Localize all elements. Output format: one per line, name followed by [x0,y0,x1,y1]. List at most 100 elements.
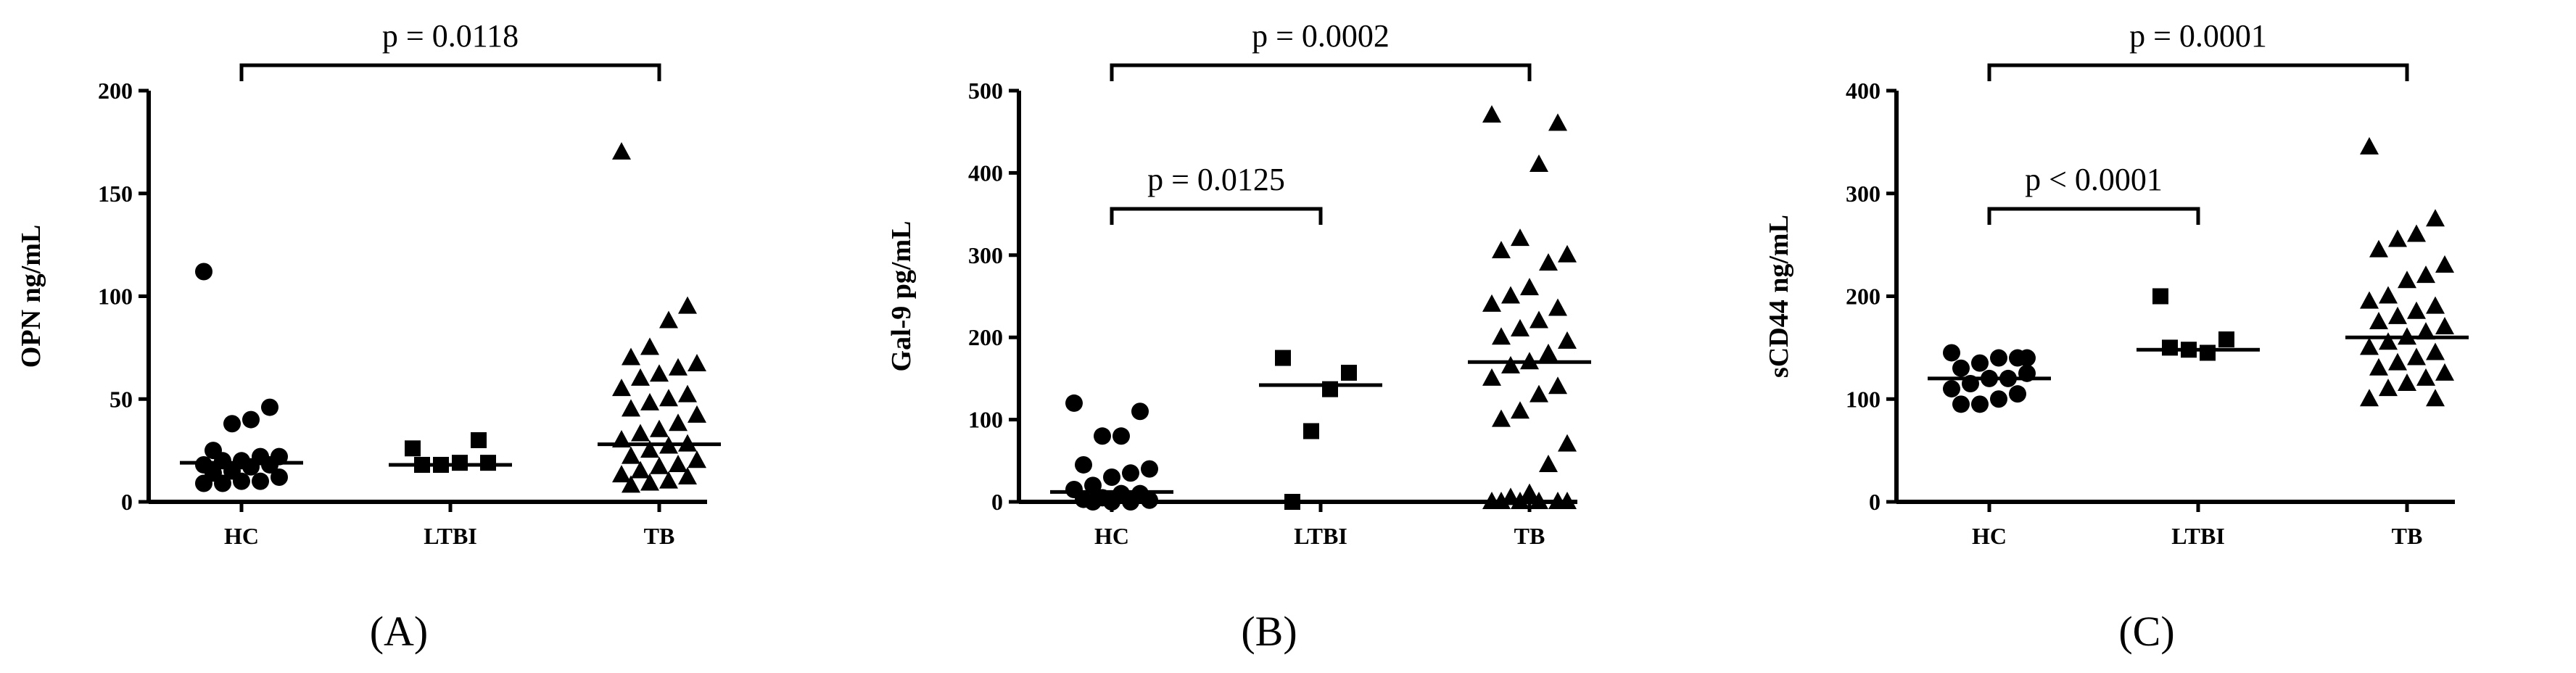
point [1520,278,1539,296]
point [2435,255,2454,273]
point [1990,349,2007,367]
point [1548,113,1567,131]
point [622,399,640,417]
point [1539,343,1558,361]
point [640,473,659,491]
point [2388,306,2407,324]
point [1971,354,1989,372]
y-tick-label: 100 [1846,386,1881,412]
point [1558,331,1577,349]
point [2407,301,2426,319]
point [1084,493,1102,511]
x-tick-label: TB [644,523,675,549]
point [622,446,640,464]
point [2388,352,2407,371]
point [1943,344,1960,362]
point [1558,434,1577,452]
point [233,472,250,490]
point [2360,136,2379,154]
point [2398,271,2416,289]
point [1548,298,1567,316]
point [631,461,650,479]
point [2162,339,2178,356]
x-tick-label: TB [1514,523,1545,549]
point [1103,468,1120,486]
bracket [1987,207,2200,225]
point [1141,491,1158,509]
point [2018,349,2036,367]
y-tick-label: 300 [968,242,1003,268]
point [2426,296,2445,314]
point [2426,209,2445,227]
point [1094,427,1111,445]
point [1482,105,1501,123]
bracket [1110,207,1323,225]
y-tick-label: 0 [1869,489,1881,515]
point [1548,376,1567,395]
point [612,379,631,397]
point [1122,464,1139,482]
point [2388,229,2407,247]
point [688,405,706,423]
point [2360,337,2379,355]
point [631,424,650,442]
point [631,368,650,386]
point [242,410,260,429]
point [1131,402,1149,421]
point [2435,363,2454,381]
point [650,456,669,474]
y-tick-label: 0 [121,489,133,515]
point [2200,344,2216,361]
point [1530,384,1548,402]
point [214,474,231,492]
y-tick-label: 100 [98,284,133,310]
panel-label: (A) [370,608,429,655]
point [2369,358,2388,376]
point [659,310,678,329]
point [2416,322,2435,340]
point [2416,265,2435,284]
point [261,398,278,416]
point [2360,389,2379,407]
p-value: p < 0.0001 [2025,162,2163,197]
point [2009,385,2026,403]
point [1530,492,1548,509]
point [678,384,697,402]
point [1952,359,1970,377]
point [612,142,631,160]
point [622,347,640,366]
point [1501,355,1520,373]
point [1530,154,1548,173]
point [195,474,212,492]
point [1482,368,1501,386]
point [669,454,688,472]
y-tick-label: 400 [968,160,1003,186]
point [1492,409,1511,427]
point [678,296,697,314]
point [2369,239,2388,257]
point [405,440,421,457]
point [669,358,688,376]
point [2152,288,2168,305]
point [1511,492,1530,509]
point [1492,327,1511,345]
point [1558,244,1577,263]
x-tick-label: HC [1972,523,2007,549]
point [2369,311,2388,329]
point [659,471,678,489]
y-axis-label: OPN ng/mL [16,225,46,368]
bracket [1110,63,1532,81]
y-tick-label: 200 [1846,284,1881,310]
panel-label: (B) [1241,608,1297,655]
point [1284,494,1300,510]
point [640,440,659,458]
point [1141,460,1158,478]
point [1103,493,1120,511]
point [1122,493,1139,511]
p-value: p = 0.0001 [2129,18,2267,54]
point [2426,389,2445,407]
point [612,465,631,483]
point [659,389,678,407]
point [1511,318,1530,336]
